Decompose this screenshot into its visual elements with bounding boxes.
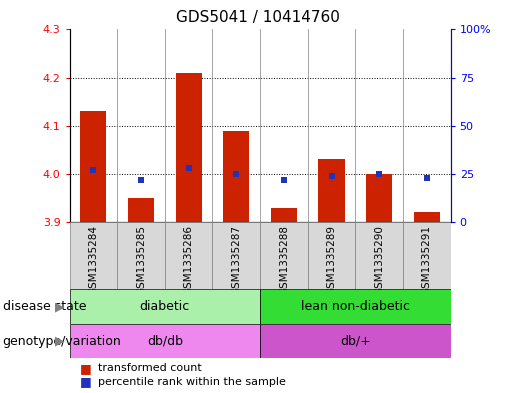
Bar [355,222,403,289]
Text: GSM1335291: GSM1335291 [422,225,432,296]
Bar [212,29,260,222]
Bar [70,222,117,289]
Text: percentile rank within the sample: percentile rank within the sample [98,377,286,387]
Bar [355,29,403,222]
Point [375,171,383,177]
Bar [260,222,308,289]
Text: GSM1335285: GSM1335285 [136,225,146,296]
Bar [366,174,392,222]
Bar [223,130,249,222]
Text: GDS5041 / 10414760: GDS5041 / 10414760 [176,10,339,25]
Bar [260,289,451,324]
Text: transformed count: transformed count [98,363,201,373]
Text: GSM1335287: GSM1335287 [231,225,241,296]
Text: GSM1335290: GSM1335290 [374,225,384,295]
Bar [117,29,165,222]
Bar [260,324,451,358]
Text: diabetic: diabetic [140,300,190,313]
Point [280,176,288,183]
Point [137,176,145,183]
Bar [70,29,117,222]
Text: db/db: db/db [147,335,183,348]
Bar [307,29,355,222]
Text: ▶: ▶ [55,335,64,348]
Bar [414,213,440,222]
Bar [70,324,260,358]
Point [184,165,193,171]
Text: GSM1335286: GSM1335286 [184,225,194,296]
Text: ■: ■ [80,375,92,389]
Text: ■: ■ [80,362,92,375]
Bar [128,198,154,222]
Point [232,171,241,177]
Bar [271,208,297,222]
Bar [260,29,308,222]
Text: db/+: db/+ [340,335,371,348]
Point [328,173,336,179]
Point [423,174,431,181]
Bar [176,73,202,222]
Text: lean non-diabetic: lean non-diabetic [301,300,410,313]
Text: disease state: disease state [3,300,86,313]
Bar [165,29,212,222]
Text: GSM1335284: GSM1335284 [89,225,98,296]
Text: GSM1335289: GSM1335289 [327,225,336,296]
Bar [318,160,345,222]
Bar [117,222,165,289]
Bar [80,111,107,222]
Text: ▶: ▶ [55,300,64,313]
Bar [403,222,451,289]
Bar [165,222,212,289]
Bar [403,29,451,222]
Bar [307,222,355,289]
Text: genotype/variation: genotype/variation [3,335,122,348]
Point [89,167,97,173]
Bar [70,289,260,324]
Bar [212,222,260,289]
Text: GSM1335288: GSM1335288 [279,225,289,296]
